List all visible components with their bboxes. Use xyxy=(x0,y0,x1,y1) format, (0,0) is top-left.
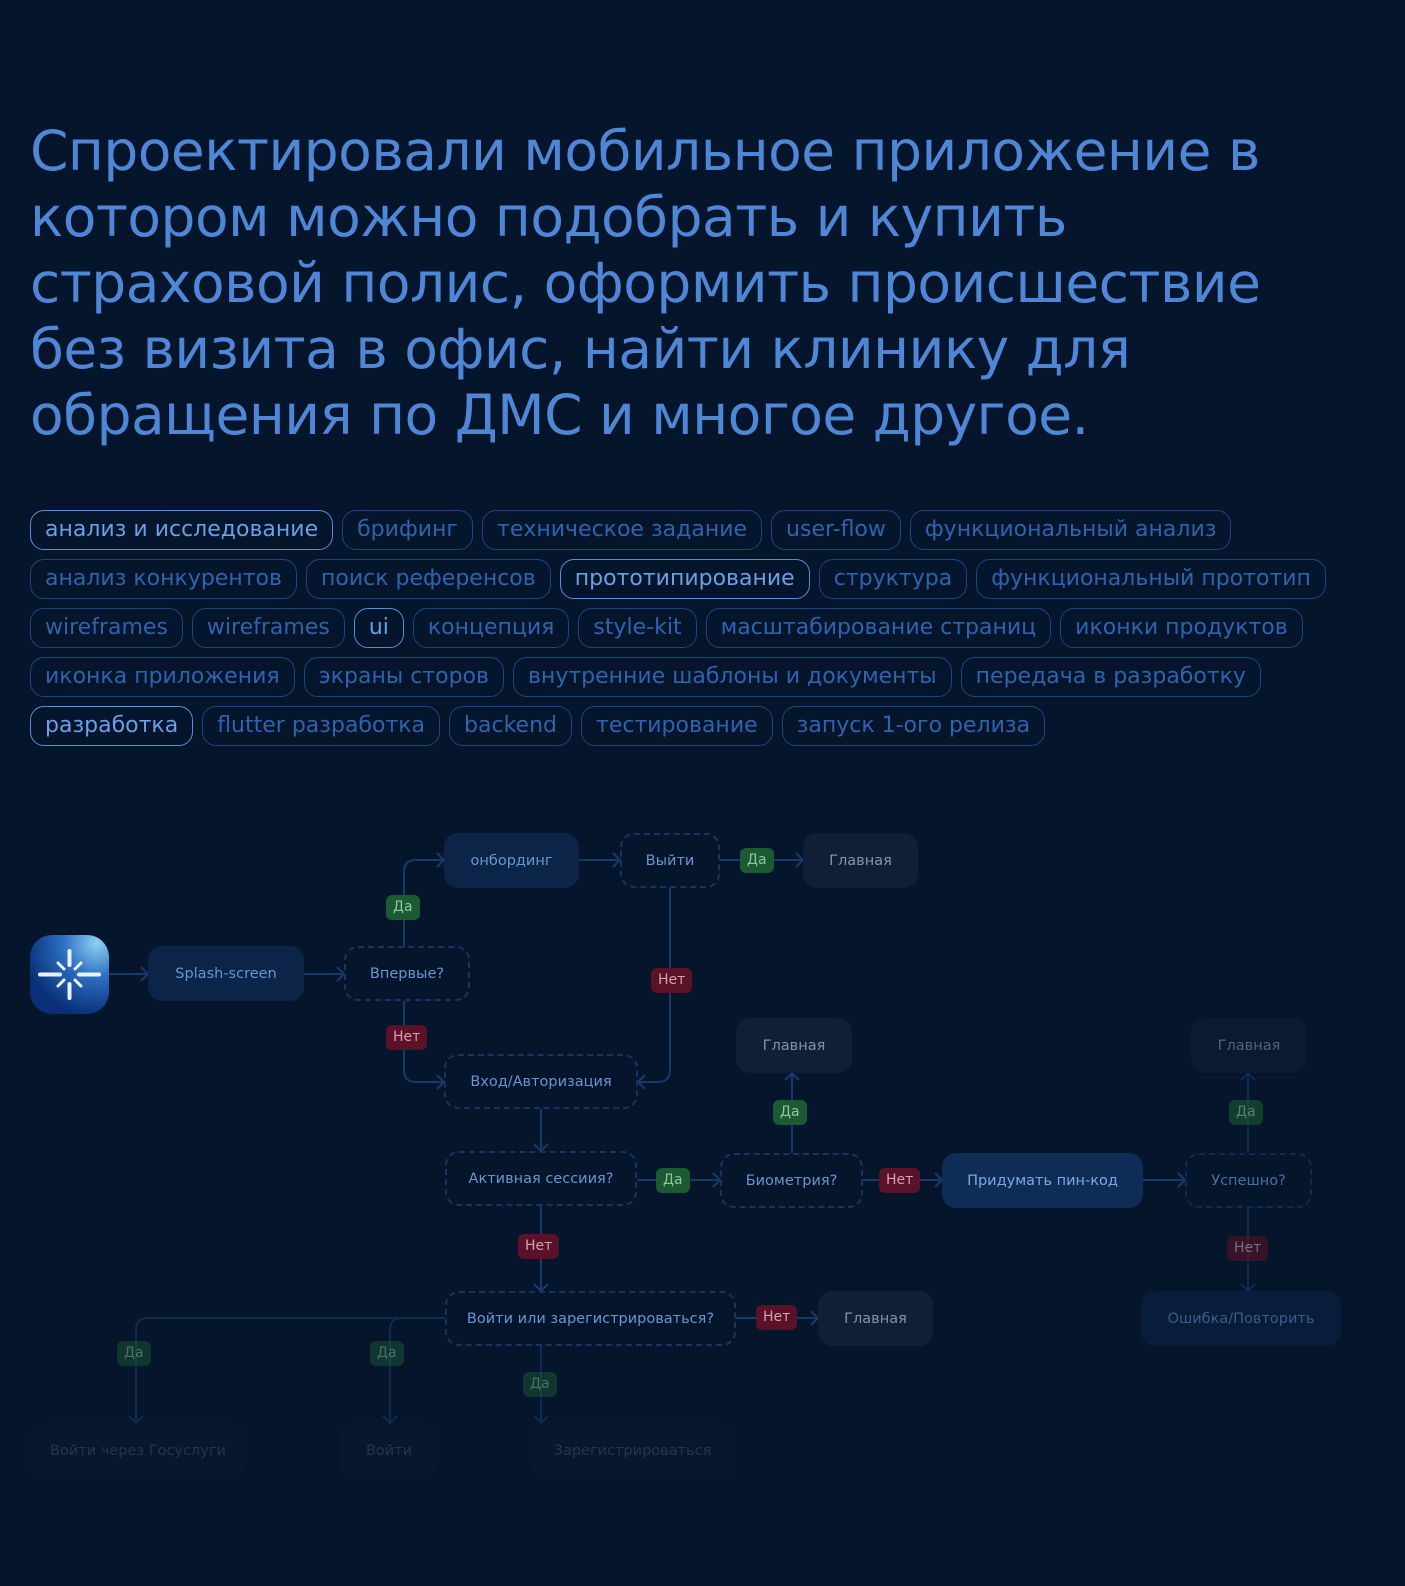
tag: анализ конкурентов xyxy=(30,559,297,599)
node-register: Зарегистрироваться xyxy=(530,1423,735,1478)
tag: wireframes xyxy=(191,608,345,648)
tag: style-kit xyxy=(578,608,697,648)
badge-yes: Да xyxy=(370,1341,404,1366)
tag: экраны сторов xyxy=(303,657,504,697)
badge-no: Нет xyxy=(879,1168,921,1193)
node-splash-screen: Splash-screen xyxy=(148,946,304,1001)
tag: тестирование xyxy=(581,706,773,746)
node-main-3: Главная xyxy=(1191,1018,1307,1073)
tag: структура xyxy=(818,559,968,599)
sparkle-icon xyxy=(38,949,101,1000)
node-main-4: Главная xyxy=(818,1291,933,1346)
node-create-pin: Придумать пин-код xyxy=(942,1153,1143,1208)
tag: передача в разработку xyxy=(960,657,1261,697)
tag: функциональный прототип xyxy=(976,559,1326,599)
node-first-time: Впервые? xyxy=(344,946,470,1001)
tag-row: разработка flutter разработка backend тести… xyxy=(30,706,1390,746)
tag-list: анализ и исследование брифинг техническое … xyxy=(30,510,1390,755)
badge-no: Нет xyxy=(651,968,693,993)
node-sign-in: Войти xyxy=(340,1423,438,1478)
badge-no: Нет xyxy=(756,1305,798,1330)
tag: брифинг xyxy=(342,510,473,550)
tag-row: иконка приложения экраны сторов внутренние… xyxy=(30,657,1390,697)
tag: разработка xyxy=(30,706,194,746)
badge-yes: Да xyxy=(773,1100,807,1125)
tag-row: анализ и исследование брифинг техническое … xyxy=(30,510,1390,550)
node-biometry: Биометрия? xyxy=(720,1153,863,1208)
tag: wireframes xyxy=(30,608,183,648)
badge-yes: Да xyxy=(523,1372,557,1397)
badge-yes: Да xyxy=(117,1341,151,1366)
tag-row: анализ конкурентов поиск референсов протот… xyxy=(30,559,1390,599)
node-login-or-register: Войти или зарегистрироваться? xyxy=(445,1291,736,1346)
badge-no: Нет xyxy=(518,1234,560,1259)
tag: функциональный анализ xyxy=(909,510,1232,550)
badge-yes: Да xyxy=(1229,1100,1263,1125)
headline: Спроектировали мобильное приложение в ко… xyxy=(30,119,1261,447)
tag: масштабирование страниц xyxy=(705,608,1052,648)
tag: ui xyxy=(353,608,404,648)
tag: концепция xyxy=(412,608,570,648)
badge-no: Нет xyxy=(386,1025,428,1050)
badge-yes: Да xyxy=(386,895,420,920)
tag: запуск 1-ого релиза xyxy=(781,706,1046,746)
node-gosuslugi: Войти через Госуслуги xyxy=(30,1423,246,1478)
node-onboarding: онбординг xyxy=(444,833,579,888)
tag: user-flow xyxy=(771,510,901,550)
badge-yes: Да xyxy=(740,848,774,873)
node-main-2: Главная xyxy=(736,1018,852,1073)
node-active-session: Активная сессиия? xyxy=(445,1151,637,1206)
node-error-retry: Ошибка/Повторить xyxy=(1141,1291,1341,1346)
node-login: Вход/Авторизация xyxy=(444,1054,638,1109)
badge-no: Нет xyxy=(1227,1236,1269,1261)
tag: backend xyxy=(449,706,572,746)
tag: иконка приложения xyxy=(30,657,295,697)
tag: поиск референсов xyxy=(305,559,551,599)
tag-row: wireframes wireframes ui концепция style-kit… xyxy=(30,608,1390,648)
node-main-1: Главная xyxy=(803,833,918,888)
node-success: Успешно? xyxy=(1185,1153,1312,1208)
tag: анализ и исследование xyxy=(30,510,334,550)
tag: внутренние шаблоны и документы xyxy=(512,657,952,697)
app-icon xyxy=(30,935,109,1014)
badge-yes: Да xyxy=(656,1168,690,1193)
tag: иконки продуктов xyxy=(1060,608,1303,648)
tag: прототипирование xyxy=(559,559,810,599)
node-exit: Выйти xyxy=(620,833,720,888)
tag: техническое задание xyxy=(482,510,763,550)
tag: flutter разработка xyxy=(202,706,441,746)
